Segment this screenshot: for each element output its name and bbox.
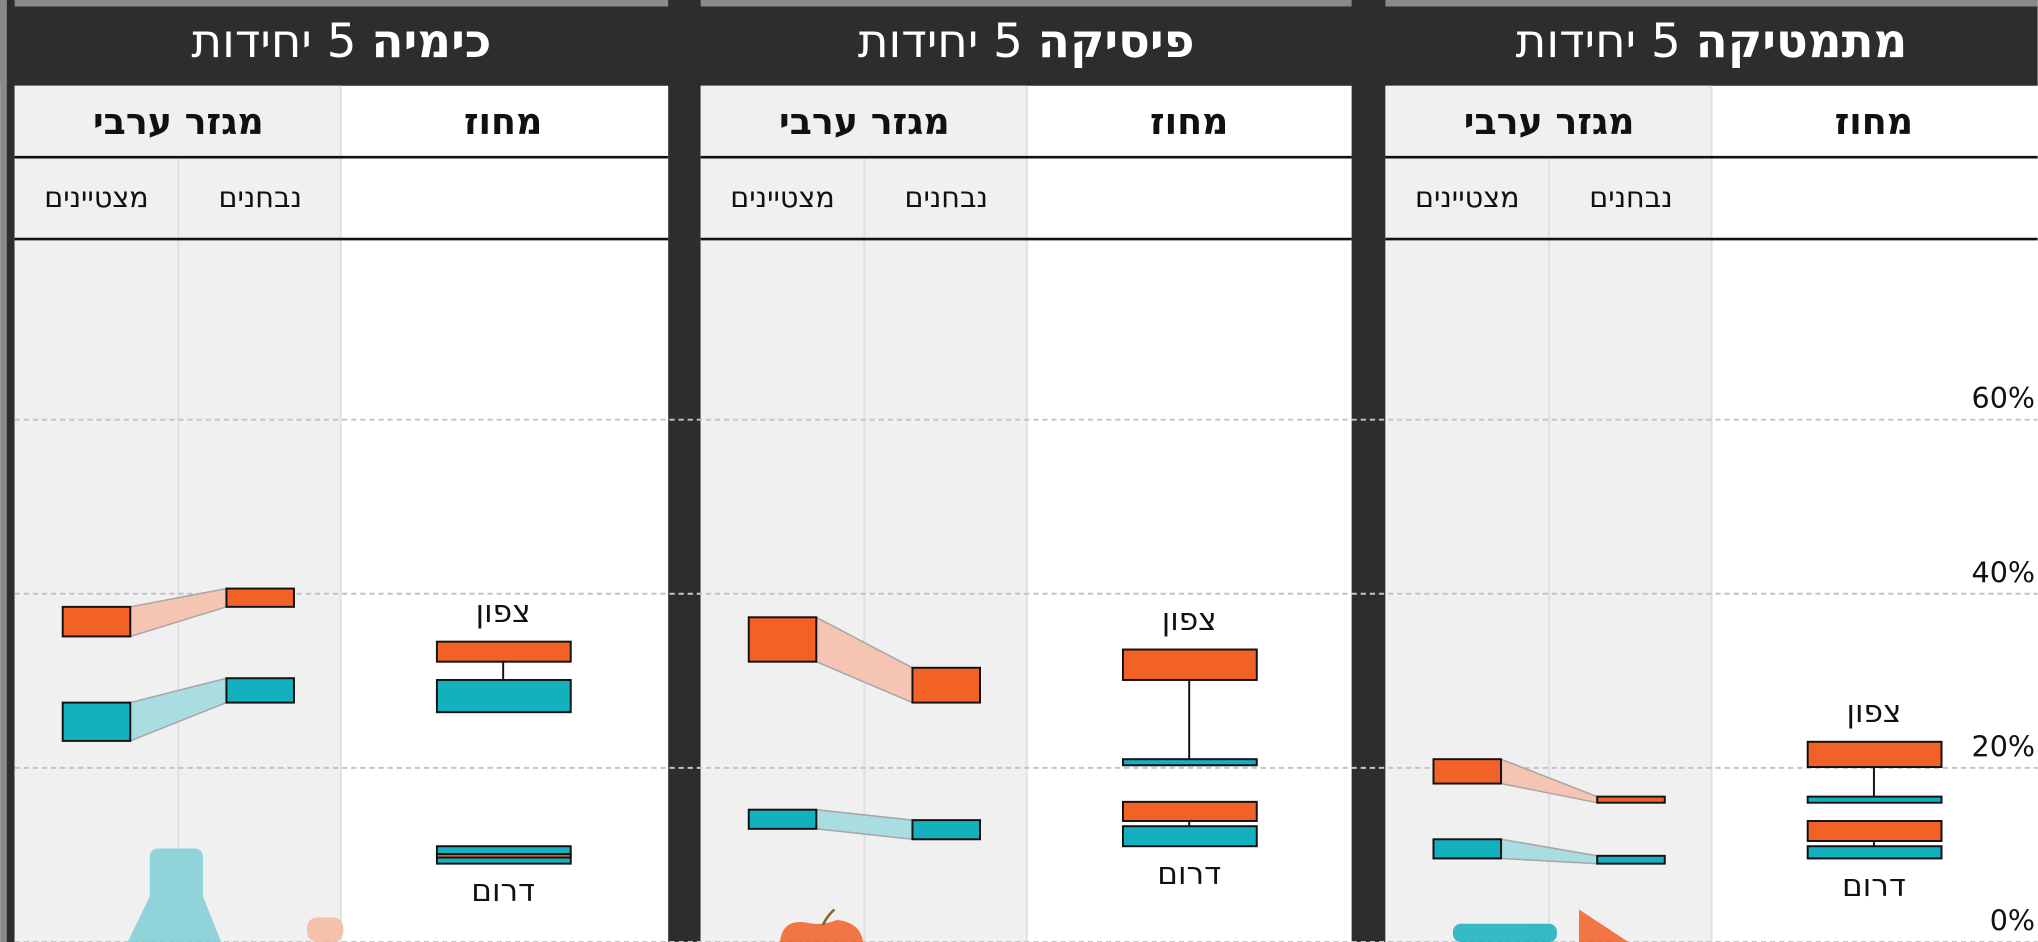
range-bar	[226, 589, 294, 607]
district-label: צפון	[1846, 694, 1901, 730]
column-subheader: נבחנים	[905, 180, 988, 214]
district-label: דרום	[471, 873, 535, 909]
range-bar	[1433, 759, 1501, 783]
column-subheader: נבחנים	[1589, 180, 1672, 214]
title-units: 5 יחידות	[858, 15, 1023, 69]
title-subject: מתמטיקה	[1696, 15, 1908, 69]
range-bar	[63, 703, 131, 741]
column-header: מחוז	[1150, 100, 1228, 143]
chart: מתמטיקה 5 יחידות מגזר ערבי מחוז פיסיקה 5 יח…	[0, 0, 2038, 942]
district-label: צפון	[476, 594, 531, 630]
range-bar	[1808, 821, 1942, 841]
panel-title: כימיה 5 יחידות	[191, 15, 491, 69]
title-subject: פיסיקה	[1038, 15, 1195, 69]
column-subheader: נבחנים	[218, 180, 301, 214]
range-bar	[1597, 797, 1665, 803]
district-label: צפון	[1162, 602, 1217, 638]
range-bar	[1123, 759, 1257, 765]
y-tick-label: 60%	[1972, 381, 2036, 415]
panel-title: מתמטיקה 5 יחידות	[1516, 15, 1908, 69]
range-bar	[912, 820, 980, 839]
column-header: מחוז	[464, 100, 542, 143]
range-bar	[226, 678, 294, 702]
range-bar	[437, 642, 571, 662]
page: מתמטיקה 5 יחידות מגזר ערבי מחוז פיסיקה 5 יח…	[0, 0, 2038, 942]
column-header: מחוז	[1835, 100, 1913, 143]
range-bar	[1123, 649, 1257, 679]
decor-shape	[307, 917, 343, 942]
panel-title: פיסיקה 5 יחידות	[858, 15, 1195, 69]
column-subheader: מצטיינים	[730, 180, 834, 214]
range-bar	[1808, 742, 1942, 767]
column-header: מגזר ערבי	[1464, 100, 1635, 143]
separator	[1352, 0, 1386, 942]
title-subject: כימיה	[371, 15, 491, 69]
y-tick-label: 20%	[1972, 729, 2036, 763]
range-bar	[749, 810, 817, 829]
y-tick-label: 40%	[1972, 555, 2036, 589]
range-bar	[1597, 856, 1665, 864]
frame-left	[0, 0, 6, 942]
decor-shape	[1453, 924, 1557, 942]
y-tick-label: 0%	[1990, 904, 2035, 938]
range-bar	[63, 607, 131, 637]
range-bar	[1123, 826, 1257, 846]
range-bar	[1808, 797, 1942, 803]
column-subheader: מצטיינים	[1415, 180, 1519, 214]
frame-top	[0, 0, 2037, 6]
title-units: 5 יחידות	[1516, 15, 1681, 69]
column-header: מגזר ערבי	[93, 100, 264, 143]
column-subheader: מצטיינים	[44, 180, 148, 214]
range-bar	[1433, 839, 1501, 858]
range-bar	[912, 668, 980, 703]
title-units: 5 יחידות	[191, 15, 356, 69]
range-bar	[749, 617, 817, 661]
range-bar	[1123, 802, 1257, 821]
district-label: דרום	[1842, 868, 1906, 904]
range-bar	[437, 854, 571, 857]
range-bar	[1808, 846, 1942, 858]
separator	[668, 0, 700, 942]
district-label: דרום	[1157, 856, 1221, 892]
range-bar	[437, 680, 571, 712]
column-header: מגזר ערבי	[779, 100, 950, 143]
